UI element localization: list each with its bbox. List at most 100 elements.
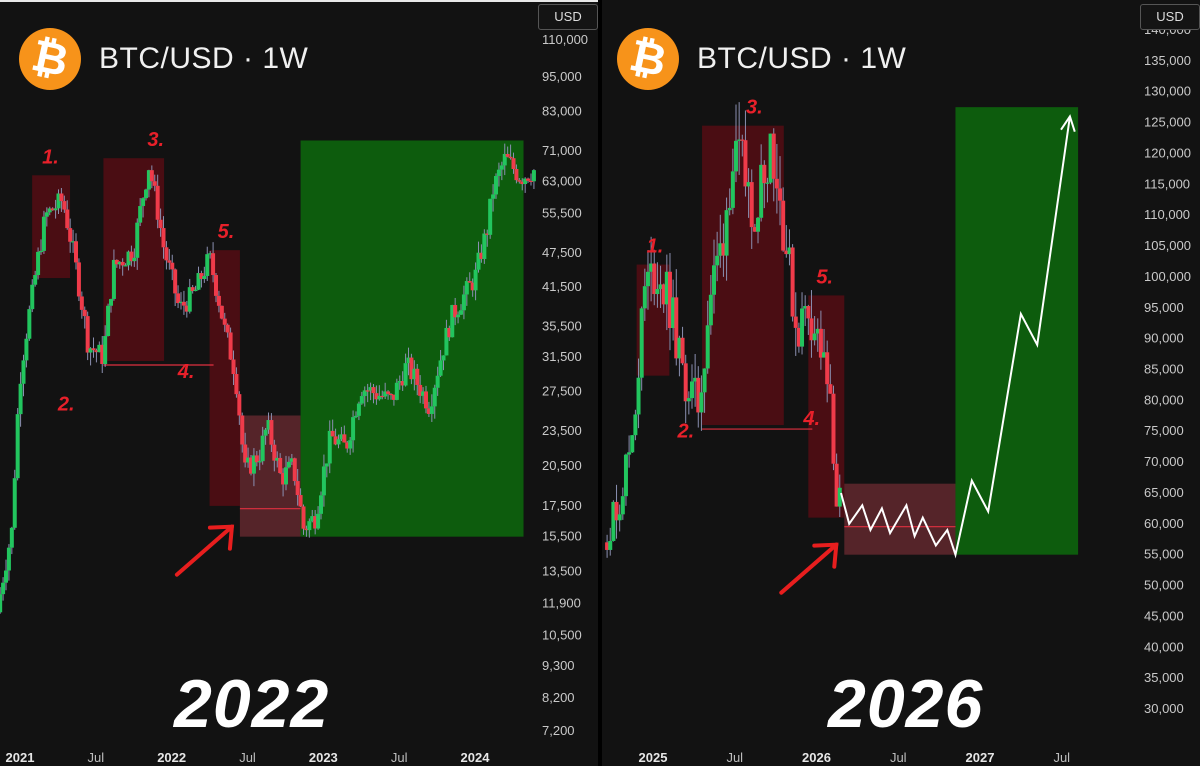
- y-tick-label: 135,000: [1144, 53, 1191, 68]
- candle-body: [467, 281, 472, 283]
- candle-body: [313, 516, 318, 529]
- candle-body: [342, 434, 347, 443]
- candle-body: [257, 461, 262, 463]
- candle-body: [696, 377, 701, 413]
- candle-body: [418, 384, 423, 396]
- chart-panel-right: 1.3.5.2.4.140,000135,000130,000125,00012…: [602, 0, 1200, 766]
- candle-body: [730, 171, 735, 208]
- candle-body: [683, 363, 688, 402]
- candle-body: [727, 207, 732, 211]
- candle-body: [44, 212, 49, 217]
- candle-body: [614, 501, 619, 521]
- candle-body: [129, 251, 134, 262]
- candle-body: [689, 381, 694, 399]
- candle-body: [828, 384, 833, 394]
- candle-body: [146, 170, 151, 190]
- candle-body: [205, 254, 210, 276]
- candle-body: [36, 251, 41, 276]
- candle-body: [456, 314, 461, 318]
- candle-body: [605, 542, 610, 550]
- x-tick-label: Jul: [1053, 750, 1070, 765]
- candle-body: [818, 328, 823, 358]
- candle-body: [100, 344, 105, 365]
- candle-body: [374, 393, 379, 400]
- y-tick-label: 83,000: [542, 103, 582, 118]
- y-tick-label: 41,500: [542, 279, 582, 294]
- candle-body: [263, 429, 268, 436]
- candle-body: [74, 241, 78, 263]
- y-tick-label: 50,000: [1144, 578, 1184, 593]
- x-tick-label: Jul: [88, 750, 105, 765]
- candle-body: [617, 514, 622, 521]
- candle-body: [141, 198, 146, 207]
- y-tick-label: 65,000: [1144, 485, 1184, 500]
- x-tick-label: 2027: [966, 750, 995, 765]
- candle-body: [27, 309, 32, 339]
- y-tick-label: 100,000: [1144, 269, 1191, 284]
- candle-body: [249, 457, 253, 474]
- x-tick-label: 2024: [461, 750, 491, 765]
- candle-body: [321, 466, 326, 496]
- candle-body: [403, 363, 408, 386]
- y-tick-label: 7,200: [542, 723, 575, 738]
- candle-body: [529, 180, 533, 183]
- y-tick-label: 105,000: [1144, 238, 1191, 253]
- candle-body: [365, 390, 370, 392]
- y-tick-label: 17,500: [542, 498, 582, 513]
- pattern-label: 1.: [42, 146, 59, 168]
- candle-body: [76, 262, 81, 297]
- candle-body: [630, 435, 635, 453]
- currency-button[interactable]: USD: [1140, 4, 1200, 30]
- candle-body: [806, 306, 811, 319]
- candle-body: [749, 182, 754, 228]
- chart-header-left: ₿ BTC/USD · 1W: [19, 28, 308, 90]
- candle-body: [686, 398, 691, 402]
- candle-body: [56, 193, 61, 209]
- candle-body: [762, 164, 767, 184]
- candle-body: [21, 360, 26, 384]
- candle-body: [225, 324, 230, 333]
- candle-body: [608, 540, 613, 550]
- candle-body: [523, 178, 528, 185]
- candle-body: [822, 352, 827, 358]
- candle-body: [114, 259, 119, 265]
- candle-body: [214, 275, 218, 296]
- y-tick-label: 55,500: [542, 205, 582, 220]
- candle-body: [386, 391, 391, 394]
- currency-button[interactable]: USD: [538, 4, 598, 30]
- candle-body: [667, 271, 672, 329]
- candle-body: [705, 325, 710, 369]
- candle-body: [623, 454, 628, 497]
- target-zone: [955, 107, 1079, 555]
- chart-symbol-title: BTC/USD · 1W: [697, 42, 907, 75]
- candle-body: [251, 455, 256, 474]
- x-tick-label: 2025: [639, 750, 668, 765]
- candle-body: [97, 344, 102, 353]
- y-tick-label: 110,000: [542, 32, 588, 47]
- x-tick-label: Jul: [239, 750, 256, 765]
- candle-body: [9, 527, 14, 548]
- pattern-label: 4.: [177, 361, 195, 383]
- candle-body: [746, 182, 751, 187]
- pattern-label: 2.: [677, 420, 695, 442]
- y-tick-label: 30,000: [1144, 701, 1184, 716]
- candle-body: [18, 383, 23, 415]
- candle-body: [815, 328, 820, 334]
- candle-body: [790, 247, 795, 317]
- candle-body: [106, 305, 111, 337]
- candle-body: [179, 301, 183, 304]
- candle-body: [79, 296, 84, 310]
- candle-body: [348, 440, 353, 449]
- candle-body: [196, 273, 201, 290]
- candle-body: [71, 241, 76, 243]
- candle-body: [6, 547, 11, 571]
- candle-body: [702, 368, 707, 393]
- candle-body: [199, 273, 204, 280]
- y-tick-label: 125,000: [1144, 115, 1191, 130]
- candle-body: [661, 284, 666, 305]
- candle-body: [514, 168, 519, 181]
- candle-body: [809, 318, 814, 341]
- candle-body: [219, 305, 224, 319]
- y-tick-label: 75,000: [1144, 423, 1184, 438]
- candle-body: [304, 528, 309, 531]
